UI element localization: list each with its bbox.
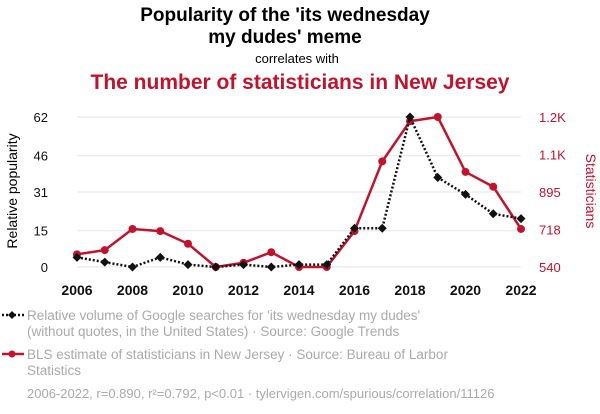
legend-swatch-meme-marker bbox=[8, 311, 16, 319]
data-point-statisticians bbox=[433, 113, 442, 121]
right-tick-label: 1.2K bbox=[539, 110, 566, 125]
data-point-meme-popularity bbox=[488, 209, 498, 219]
data-point-statisticians bbox=[461, 167, 470, 176]
left-tick-label: 46 bbox=[34, 149, 48, 164]
right-tick-label: 718 bbox=[539, 222, 561, 237]
footer-stats: 2006-2022, r=0.890, r²=0.792, p<0.01 · t… bbox=[27, 386, 494, 401]
x-tick-label: 2018 bbox=[394, 282, 425, 298]
left-axis-label: Relative popularity bbox=[4, 133, 20, 248]
chart-subtitle: The number of statisticians in New Jerse… bbox=[91, 71, 510, 94]
data-point-statisticians bbox=[128, 224, 137, 233]
data-point-meme-popularity bbox=[211, 262, 221, 272]
right-axis-ticks: 540 718 895 1.1K 1.2K bbox=[539, 110, 566, 275]
right-tick-label: 540 bbox=[539, 260, 561, 275]
chart-title-line-2: my dudes' meme bbox=[208, 27, 361, 48]
x-tick-label: 2016 bbox=[339, 282, 370, 298]
data-point-meme-popularity bbox=[72, 252, 82, 262]
x-tick-label: 2008 bbox=[117, 282, 148, 298]
data-point-meme-popularity bbox=[266, 262, 276, 272]
right-axis-label: Statisticians bbox=[583, 154, 599, 229]
data-point-meme-popularity bbox=[183, 260, 193, 270]
data-point-statisticians bbox=[100, 246, 109, 255]
data-point-meme-popularity bbox=[405, 112, 415, 122]
right-tick-label: 895 bbox=[539, 185, 561, 200]
legend: Relative volume of Google searches for '… bbox=[2, 308, 448, 378]
x-tick-label: 2012 bbox=[228, 282, 259, 298]
left-tick-label: 31 bbox=[34, 185, 48, 200]
data-point-statisticians bbox=[184, 239, 192, 248]
right-tick-label: 1.1K bbox=[539, 147, 566, 162]
left-tick-label: 62 bbox=[34, 110, 48, 125]
data-point-meme-popularity bbox=[433, 172, 443, 182]
legend-label-statisticians-line1: BLS estimate of statisticians in New Jer… bbox=[27, 347, 448, 362]
data-point-meme-popularity bbox=[350, 223, 359, 233]
left-axis-ticks: 0 15 31 46 62 bbox=[34, 110, 48, 275]
x-tick-label: 2020 bbox=[450, 282, 481, 298]
data-point-meme-popularity bbox=[100, 257, 110, 267]
x-tick-label: 2014 bbox=[283, 282, 314, 298]
data-point-meme-popularity bbox=[461, 189, 470, 199]
data-point-statisticians bbox=[517, 224, 525, 233]
x-axis-ticks: 2006 2008 2010 2012 2014 2016 2018 2020 2022 bbox=[61, 282, 536, 298]
x-tick-label: 2006 bbox=[61, 282, 92, 298]
data-point-meme-popularity bbox=[128, 262, 137, 272]
data-point-statisticians bbox=[156, 227, 165, 236]
data-point-meme-popularity bbox=[294, 260, 304, 270]
left-tick-label: 0 bbox=[41, 260, 48, 275]
x-tick-label: 2022 bbox=[505, 282, 536, 298]
data-point-statisticians bbox=[267, 248, 276, 257]
data-point-meme-popularity bbox=[239, 260, 248, 270]
x-tick-label: 2010 bbox=[172, 282, 203, 298]
data-point-meme-popularity bbox=[322, 260, 332, 270]
series-meme-popularity bbox=[72, 112, 526, 272]
data-point-statisticians bbox=[489, 182, 498, 191]
data-point-meme-popularity bbox=[516, 214, 526, 224]
data-point-meme-popularity bbox=[155, 252, 165, 262]
legend-item-statisticians: BLS estimate of statisticians in New Jer… bbox=[2, 347, 448, 378]
left-tick-label: 15 bbox=[34, 224, 48, 239]
gridlines bbox=[77, 116, 521, 268]
legend-label-statisticians-line2: Statistics bbox=[27, 363, 81, 378]
chart-title-line-1: Popularity of the 'its wednesday bbox=[140, 5, 430, 26]
legend-label-meme-line2: (without quotes, in the United States) ·… bbox=[27, 324, 399, 339]
connector-text: correlates with bbox=[255, 51, 339, 66]
legend-item-meme: Relative volume of Google searches for '… bbox=[2, 308, 420, 339]
data-point-statisticians bbox=[378, 157, 387, 166]
legend-label-meme-line1: Relative volume of Google searches for '… bbox=[27, 308, 420, 323]
data-point-meme-popularity bbox=[377, 223, 387, 233]
legend-swatch-statisticians-marker bbox=[8, 350, 16, 358]
